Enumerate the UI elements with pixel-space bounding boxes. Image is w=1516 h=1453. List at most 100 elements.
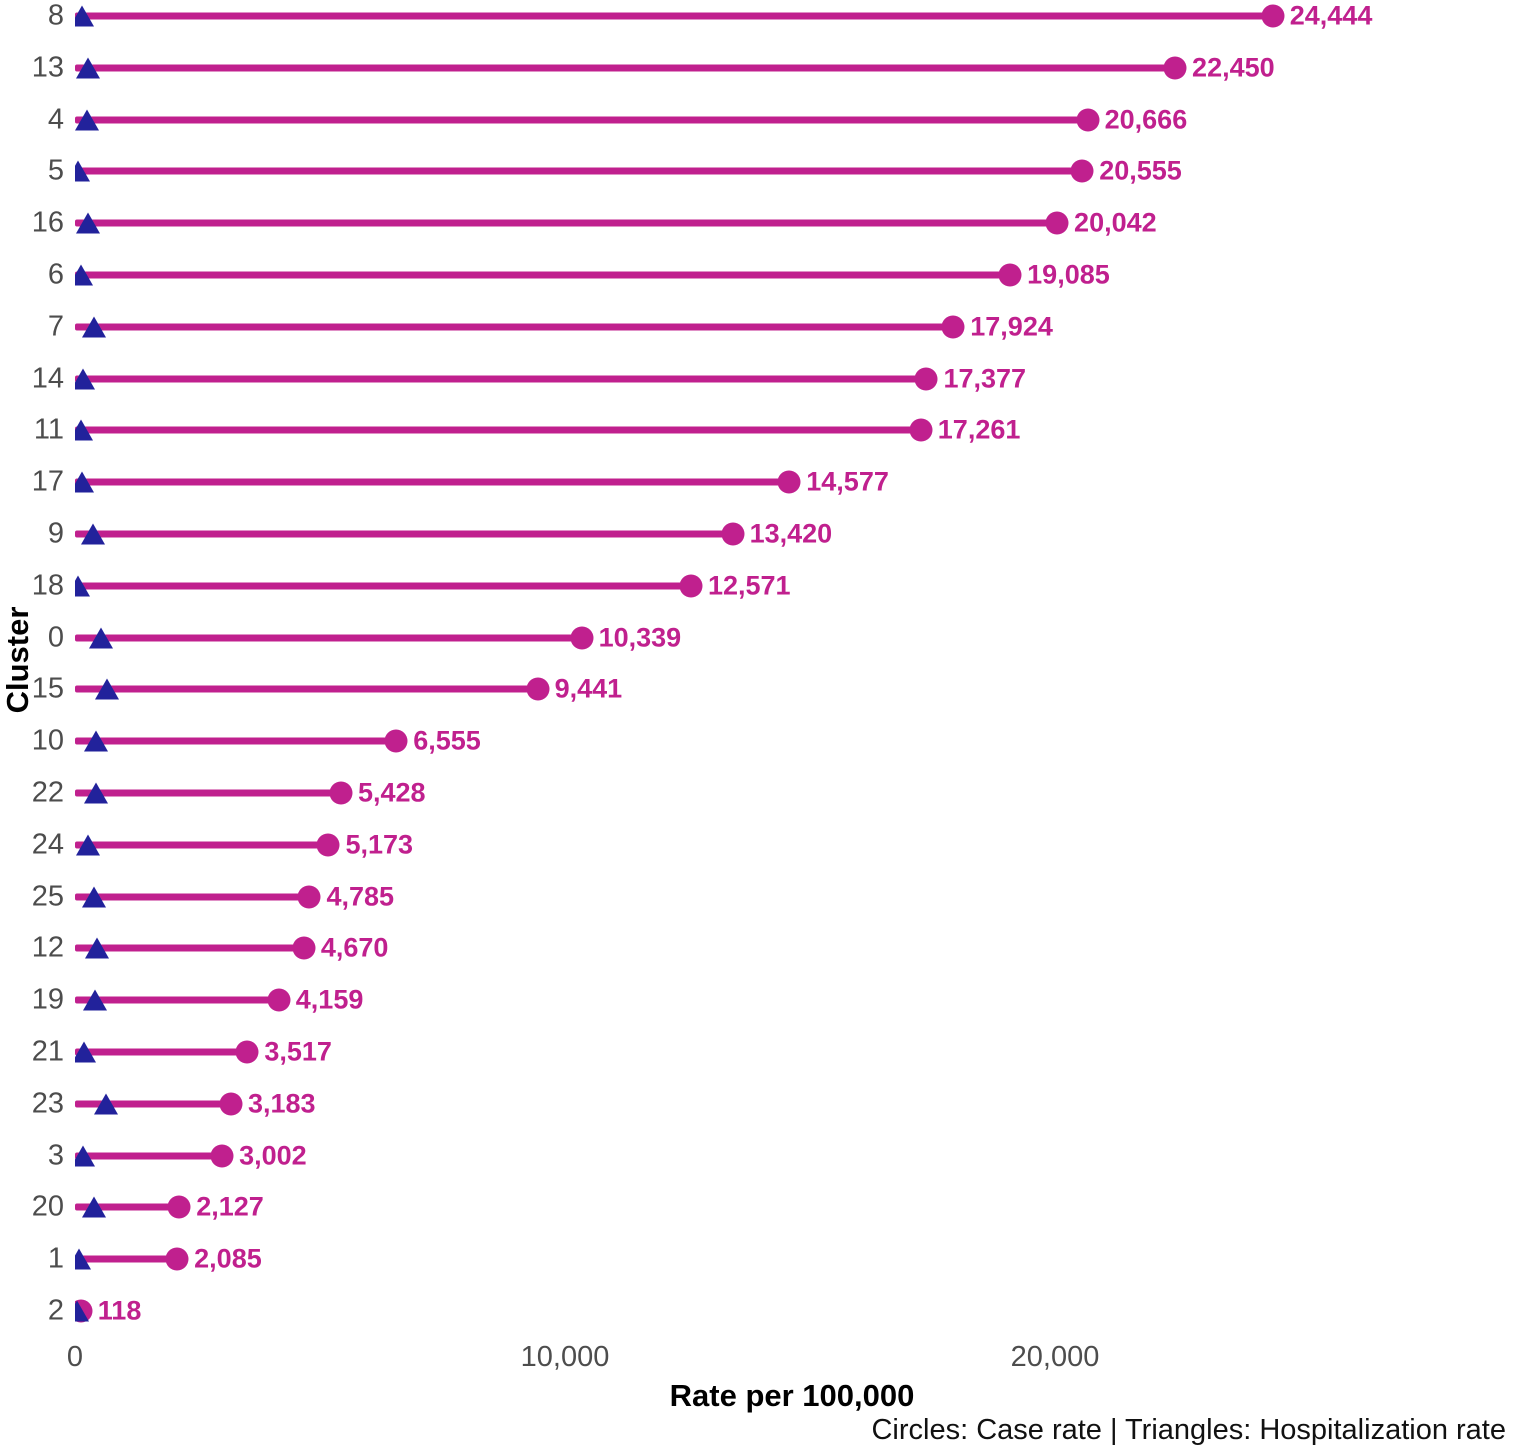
hospitalization-rate-triangle-marker [93, 1093, 118, 1115]
cluster-tick-label: 3 [47, 1139, 64, 1172]
cluster-tick-label: 12 [31, 931, 64, 964]
hospitalization-rate-triangle-marker [82, 1196, 107, 1218]
case-rate-circle-marker [167, 1195, 191, 1219]
case-rate-line [75, 737, 397, 745]
case-rate-value-label: 4,670 [320, 932, 389, 963]
case-rate-line [75, 12, 1273, 20]
case-rate-value-label: 12,571 [707, 570, 791, 601]
case-rate-line [75, 996, 279, 1004]
case-rate-line [75, 893, 310, 901]
hospitalization-rate-triangle-marker [75, 5, 94, 27]
case-rate-circle-marker [219, 1092, 243, 1116]
case-rate-line [75, 944, 304, 952]
cluster-tick-label: 6 [47, 258, 64, 291]
case-rate-circle-marker [1045, 211, 1069, 235]
cluster-tick-label: 10 [31, 724, 64, 757]
case-rate-circle-marker [384, 729, 408, 753]
hospitalization-rate-triangle-marker [84, 730, 109, 752]
cluster-tick-label: 21 [31, 1035, 64, 1068]
case-rate-circle-marker [777, 470, 801, 494]
hospitalization-rate-triangle-marker [75, 1041, 97, 1063]
case-rate-circle-marker [316, 833, 340, 857]
case-rate-line [75, 1203, 180, 1211]
hospitalization-rate-triangle-marker [75, 471, 94, 493]
case-rate-circle-marker [1070, 159, 1094, 183]
case-rate-value-label: 3,002 [239, 1140, 307, 1171]
case-rate-line [75, 1048, 248, 1056]
cluster-tick-label: 24 [31, 828, 64, 861]
case-rate-line [75, 116, 1088, 124]
hospitalization-rate-triangle-marker [88, 627, 113, 649]
cluster-tick-label: 1 [47, 1242, 64, 1275]
x-axis-title: Rate per 100,000 [669, 1378, 915, 1413]
cluster-tick-label: 8 [47, 0, 64, 32]
cluster-tick-label: 14 [31, 362, 64, 395]
case-rate-circle-marker [914, 367, 938, 391]
case-rate-line [75, 64, 1176, 72]
case-rate-line [75, 271, 1011, 279]
case-rate-value-label: 19,085 [1027, 259, 1110, 290]
legend-footnote: Circles: Case rate | Triangles: Hospital… [871, 1414, 1506, 1446]
case-rate-circle-marker [909, 418, 933, 442]
cluster-tick-label: 15 [31, 672, 64, 705]
hospitalization-rate-triangle-marker [84, 782, 109, 804]
cluster-tick-label: 11 [33, 413, 64, 446]
case-rate-value-label: 17,261 [937, 414, 1021, 445]
x-axis-tick-label: 20,000 [1010, 1341, 1100, 1373]
case-rate-circle-marker [235, 1040, 259, 1064]
case-rate-value-label: 22,450 [1192, 52, 1275, 83]
case-rate-circle-marker [210, 1144, 234, 1168]
case-rate-line [75, 685, 538, 693]
hospitalization-rate-triangle-marker [75, 160, 90, 182]
hospitalization-rate-triangle-marker [75, 834, 100, 856]
case-rate-value-label: 17,377 [943, 363, 1027, 394]
case-rate-circle-marker [1261, 4, 1285, 28]
case-rate-value-label: 5,428 [357, 777, 426, 808]
case-rate-value-label: 2,127 [196, 1191, 264, 1222]
cluster-tick-label: 0 [47, 621, 64, 654]
case-rate-line [75, 426, 921, 434]
hospitalization-rate-triangle-marker [82, 316, 107, 338]
case-rate-circle-marker [1163, 56, 1187, 80]
case-rate-value-label: 3,183 [247, 1088, 316, 1119]
hospitalization-rate-triangle-marker [83, 989, 108, 1011]
case-rate-value-label: 10,339 [598, 622, 682, 653]
cluster-tick-label: 20 [31, 1190, 64, 1223]
case-rate-circle-marker [570, 626, 594, 650]
case-rate-circle-marker [526, 677, 550, 701]
case-rate-circle-marker [267, 988, 291, 1012]
case-rate-value-label: 5,173 [345, 829, 414, 860]
hospitalization-rate-triangle-marker [85, 937, 110, 959]
case-rate-line [75, 219, 1058, 227]
case-rate-value-label: 24,444 [1289, 0, 1373, 31]
case-rate-value-label: 13,420 [749, 518, 833, 549]
case-rate-line [75, 1152, 223, 1160]
plot-area: 24,444 22,450 20,666 20,555 20,042 19,085 17,9… [75, 0, 1516, 1330]
hospitalization-rate-triangle-marker [75, 264, 93, 286]
case-rate-line [75, 789, 341, 797]
case-rate-circle-marker [721, 522, 745, 546]
case-rate-value-label: 20,666 [1104, 104, 1188, 135]
cluster-tick-label: 5 [47, 154, 64, 187]
case-rate-line [75, 582, 691, 590]
hospitalization-rate-triangle-marker [75, 575, 90, 597]
case-rate-circle-marker [941, 315, 965, 339]
case-rate-value-label: 4,159 [295, 984, 364, 1015]
case-rate-value-label: 9,441 [554, 673, 623, 704]
case-rate-circle-marker [679, 574, 703, 598]
case-rate-value-label: 6,555 [413, 725, 481, 756]
x-axis-tick-label: 10,000 [520, 1341, 610, 1373]
cluster-tick-label: 13 [31, 51, 64, 84]
hospitalization-rate-triangle-marker [94, 678, 119, 700]
case-rate-line [75, 1100, 231, 1108]
case-rate-value-label: 4,785 [326, 881, 395, 912]
x-axis-tick-label: 0 [66, 1341, 84, 1373]
case-rate-value-label: 2,085 [194, 1243, 262, 1274]
cluster-tick-label: 18 [31, 569, 64, 602]
case-rate-circle-marker [165, 1247, 189, 1271]
case-rate-line [75, 375, 927, 383]
case-rate-line [75, 841, 329, 849]
case-rate-value-label: 3,517 [264, 1036, 332, 1067]
hospitalization-rate-triangle-marker [81, 523, 106, 545]
